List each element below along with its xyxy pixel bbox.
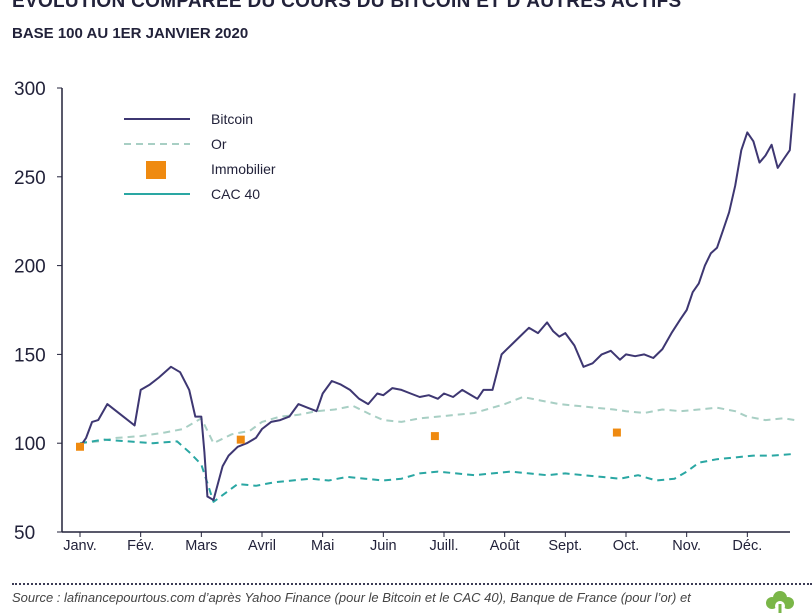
x-tick-label: Juin	[370, 538, 397, 554]
tree-icon	[766, 591, 794, 613]
x-tick-label: Déc.	[732, 538, 762, 554]
or-line	[79, 396, 795, 445]
legend-swatch-immobilier	[146, 161, 166, 179]
x-tick-label: Sept.	[548, 538, 582, 554]
y-tick-label: 250	[14, 168, 46, 189]
legend-label-bitcoin: Bitcoin	[211, 111, 253, 127]
immobilier-point	[612, 428, 621, 437]
x-tick-label: Fév.	[127, 538, 154, 554]
legend-label-or: Or	[211, 136, 227, 152]
y-tick-label: 300	[14, 79, 46, 100]
immobilier-point	[76, 442, 84, 451]
source-divider	[12, 583, 812, 585]
y-tick-label: 100	[14, 434, 46, 455]
bitcoin-line	[79, 93, 796, 501]
x-tick-label: Août	[490, 538, 520, 554]
x-tick-label: Oct.	[613, 538, 640, 554]
x-tick-label: Juill.	[429, 538, 458, 554]
x-tick-label: Mai	[311, 538, 334, 554]
legend-label-cac-40: CAC 40	[211, 186, 260, 202]
chart-subtitle: BASE 100 AU 1ER JANVIER 2020	[12, 25, 249, 42]
y-tick-label: 50	[14, 523, 35, 544]
y-tick-label: 150	[14, 345, 46, 366]
legend-label-immobilier: Immobilier	[211, 161, 276, 177]
cac-40-line	[79, 438, 795, 503]
x-tick-label: Avril	[248, 538, 276, 554]
x-tick-label: Janv.	[63, 538, 97, 554]
immobilier-point	[236, 435, 245, 444]
immobilier-point	[430, 432, 439, 441]
x-tick-label: Nov.	[672, 538, 701, 554]
y-tick-label: 200	[14, 257, 46, 278]
chart-title: ÉVOLUTION COMPARÉE DU COURS DU BITCOIN E…	[12, 0, 682, 12]
source-note: Source : lafinancepourtous.com d’après Y…	[12, 590, 691, 605]
legend-background	[110, 100, 296, 218]
x-tick-label: Mars	[185, 538, 217, 554]
